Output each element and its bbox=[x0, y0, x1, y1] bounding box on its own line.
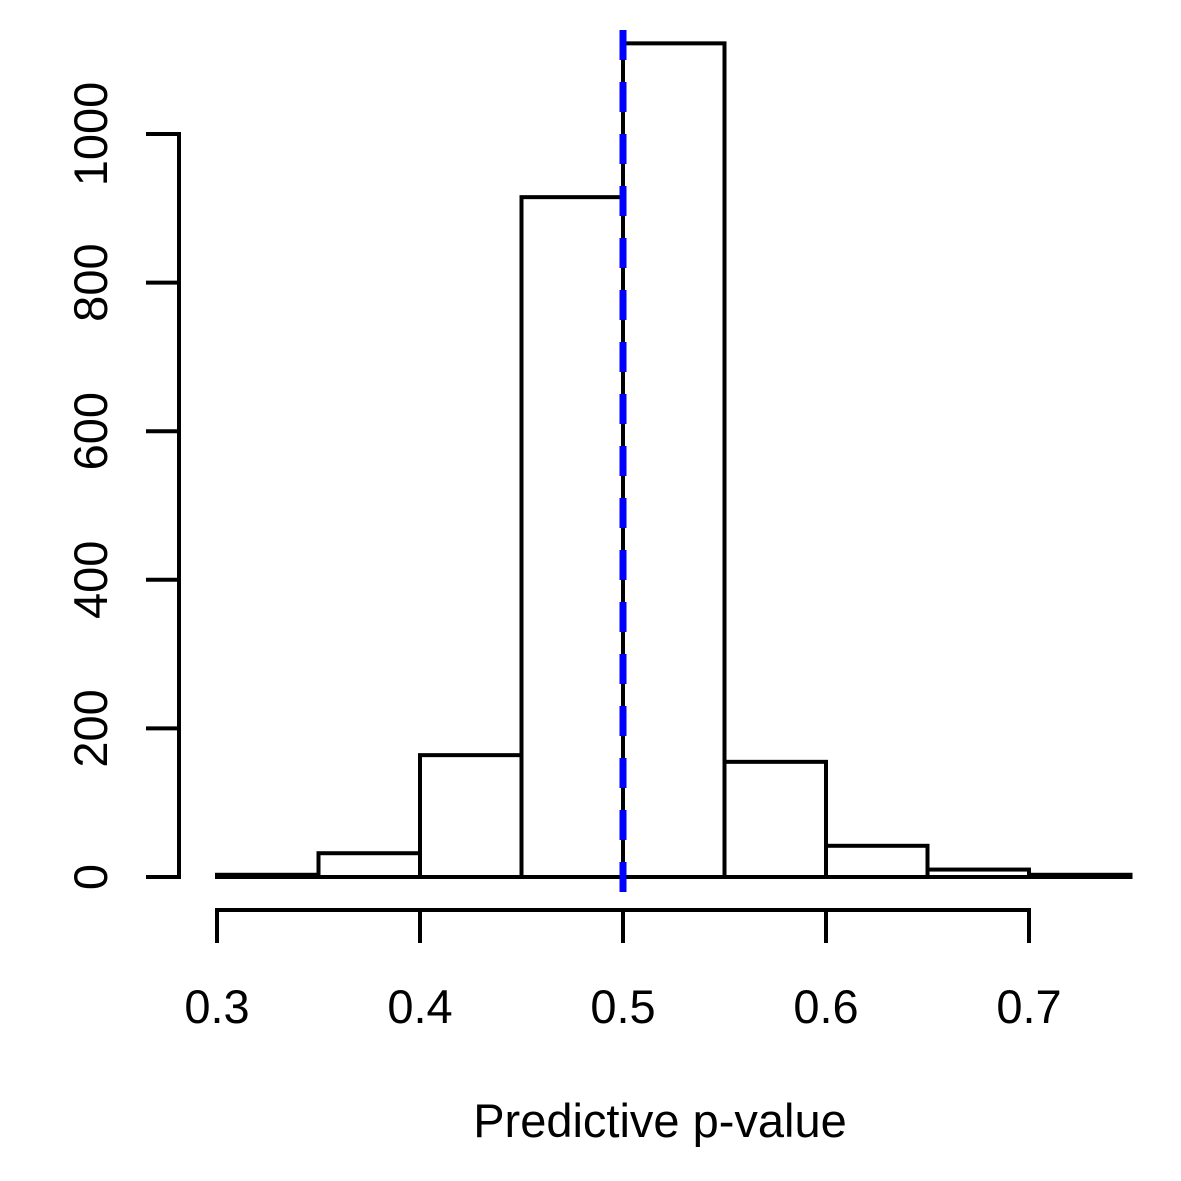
histogram-bar bbox=[418, 753, 524, 880]
x-tick-label: 0.3 bbox=[184, 980, 249, 1033]
histogram-bar bbox=[316, 851, 422, 879]
y-tick-label: 200 bbox=[64, 689, 117, 767]
x-tick-label: 0.5 bbox=[590, 980, 655, 1033]
histogram-bar bbox=[722, 759, 828, 880]
histogram-bar bbox=[824, 843, 930, 880]
x-tick-label: 0.4 bbox=[387, 980, 452, 1033]
y-tick-label: 400 bbox=[64, 541, 117, 619]
x-tick-label: 0.6 bbox=[793, 980, 858, 1033]
y-tick-label: 1000 bbox=[64, 82, 117, 187]
axes-layer: 0 200 400 600 800 1000 0.3 0.4 0.5 0.6 0.7 bbox=[64, 82, 1062, 1033]
y-tick-label: 800 bbox=[64, 243, 117, 321]
y-tick-label: 600 bbox=[64, 392, 117, 470]
y-tick-label: 0 bbox=[64, 864, 117, 890]
histogram-bar bbox=[621, 41, 727, 879]
histogram-bar bbox=[519, 195, 625, 879]
histogram-bar bbox=[215, 872, 321, 879]
x-axis-title: Predictive p-value bbox=[473, 1094, 847, 1147]
bars-layer bbox=[215, 41, 1133, 880]
x-tick-label: 0.7 bbox=[996, 980, 1061, 1033]
histogram-bar bbox=[925, 867, 1031, 880]
histogram-bar bbox=[1027, 872, 1133, 879]
